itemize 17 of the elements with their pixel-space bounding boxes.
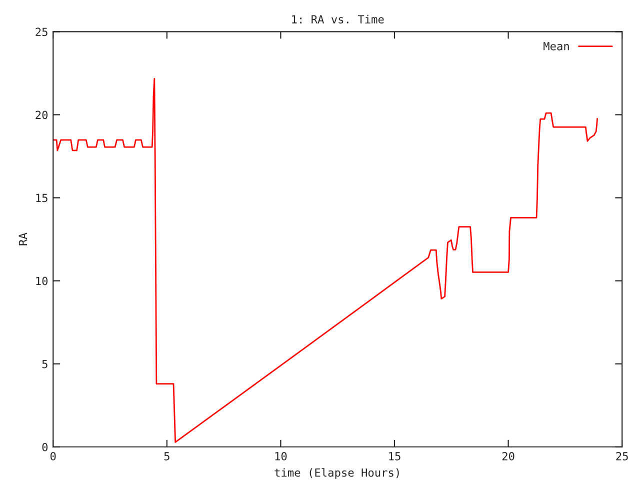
x-tick-label: 20 <box>502 452 514 460</box>
y-axis-title: RA <box>18 232 28 246</box>
x-tick-label: 15 <box>389 452 400 460</box>
y-tick-label: 20 <box>36 110 48 120</box>
x-tick-label: 25 <box>616 452 628 460</box>
y-tick-label: 0 <box>42 442 48 452</box>
legend-label: Mean <box>544 42 569 50</box>
chart-title: 1: RA vs. Time <box>292 14 384 24</box>
y-tick-label: 5 <box>42 360 48 368</box>
y-tick-label: 25 <box>36 28 48 36</box>
x-axis-title: time (Elapse Hours) <box>274 468 399 479</box>
x-tick-label: 5 <box>164 452 170 460</box>
x-tick-label: 0 <box>50 452 56 460</box>
y-tick-label: 15 <box>36 194 48 202</box>
line-series <box>53 78 598 443</box>
x-tick-label: 10 <box>275 452 287 460</box>
y-tick-label: 10 <box>36 276 48 286</box>
